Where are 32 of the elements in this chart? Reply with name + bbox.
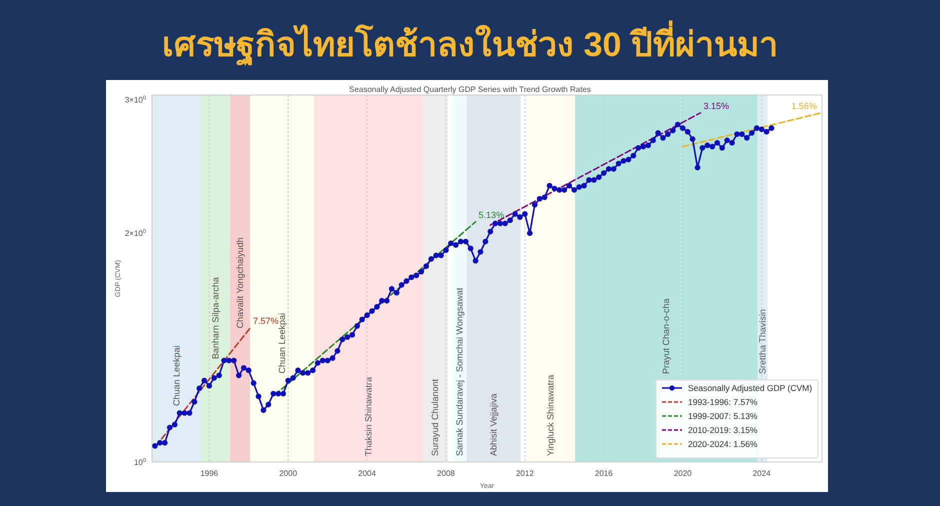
band-label: Samak Sundaravej - Somchai Wongsawat	[454, 287, 465, 456]
x-tick-label: 2004	[358, 469, 376, 478]
x-tick-label: 2008	[437, 469, 456, 478]
legend-label: 1993-1996: 7.57%	[688, 397, 758, 407]
band-label: Chuan Leekpai	[277, 312, 288, 374]
y-tick-label: 2×10$^{0}$	[124, 229, 146, 238]
annotation: 5.13%	[478, 210, 504, 220]
legend-label: Seasonally Adjusted GDP (CVM)	[688, 383, 812, 393]
band-label: Banharn Silpa-archa	[210, 277, 221, 360]
x-tick-label: 2012	[516, 469, 534, 478]
x-tick-label: 1996	[200, 469, 219, 478]
legend-label: 1999-2007: 5.13%	[688, 411, 758, 421]
legend-label: 2020-2024: 1.56%	[688, 439, 758, 449]
band-label: Thaksin Shinawatra	[363, 376, 374, 456]
band-label: Prayut Chan-o-cha	[661, 298, 672, 374]
x-tick-label: 2000	[279, 469, 298, 478]
annotation: 7.57%	[253, 316, 279, 326]
y-tick-label: 10$^{0}$	[134, 458, 146, 467]
x-tick-label: 2020	[674, 469, 692, 478]
band-label: Abhisit Vejjajiva	[488, 393, 499, 456]
x-tick-label: 2024	[752, 469, 772, 478]
x-tick-label: 2016	[594, 469, 614, 478]
chart-title: เศรษฐกิจไทยโตช้าลงในช่วง 30 ปีที่ผ่านมา	[162, 20, 778, 67]
chart-subtitle: Seasonally Adjusted Quarterly GDP Series with Trend Growth Rates	[349, 85, 591, 94]
band-label: Surayud Chulanont	[430, 378, 440, 456]
y-tick-label: 3×10$^{0}$	[124, 95, 146, 104]
band-label: Chavalit Yongchaiyudh	[235, 237, 246, 328]
legend-label: 2010-2019: 3.15%	[688, 425, 758, 435]
annotation: 3.15%	[703, 100, 729, 111]
annotation: 1.56%	[791, 101, 817, 112]
band-label: Yingluck Shinawatra	[546, 374, 556, 456]
band-label: Chuan Leekpai	[171, 345, 182, 406]
